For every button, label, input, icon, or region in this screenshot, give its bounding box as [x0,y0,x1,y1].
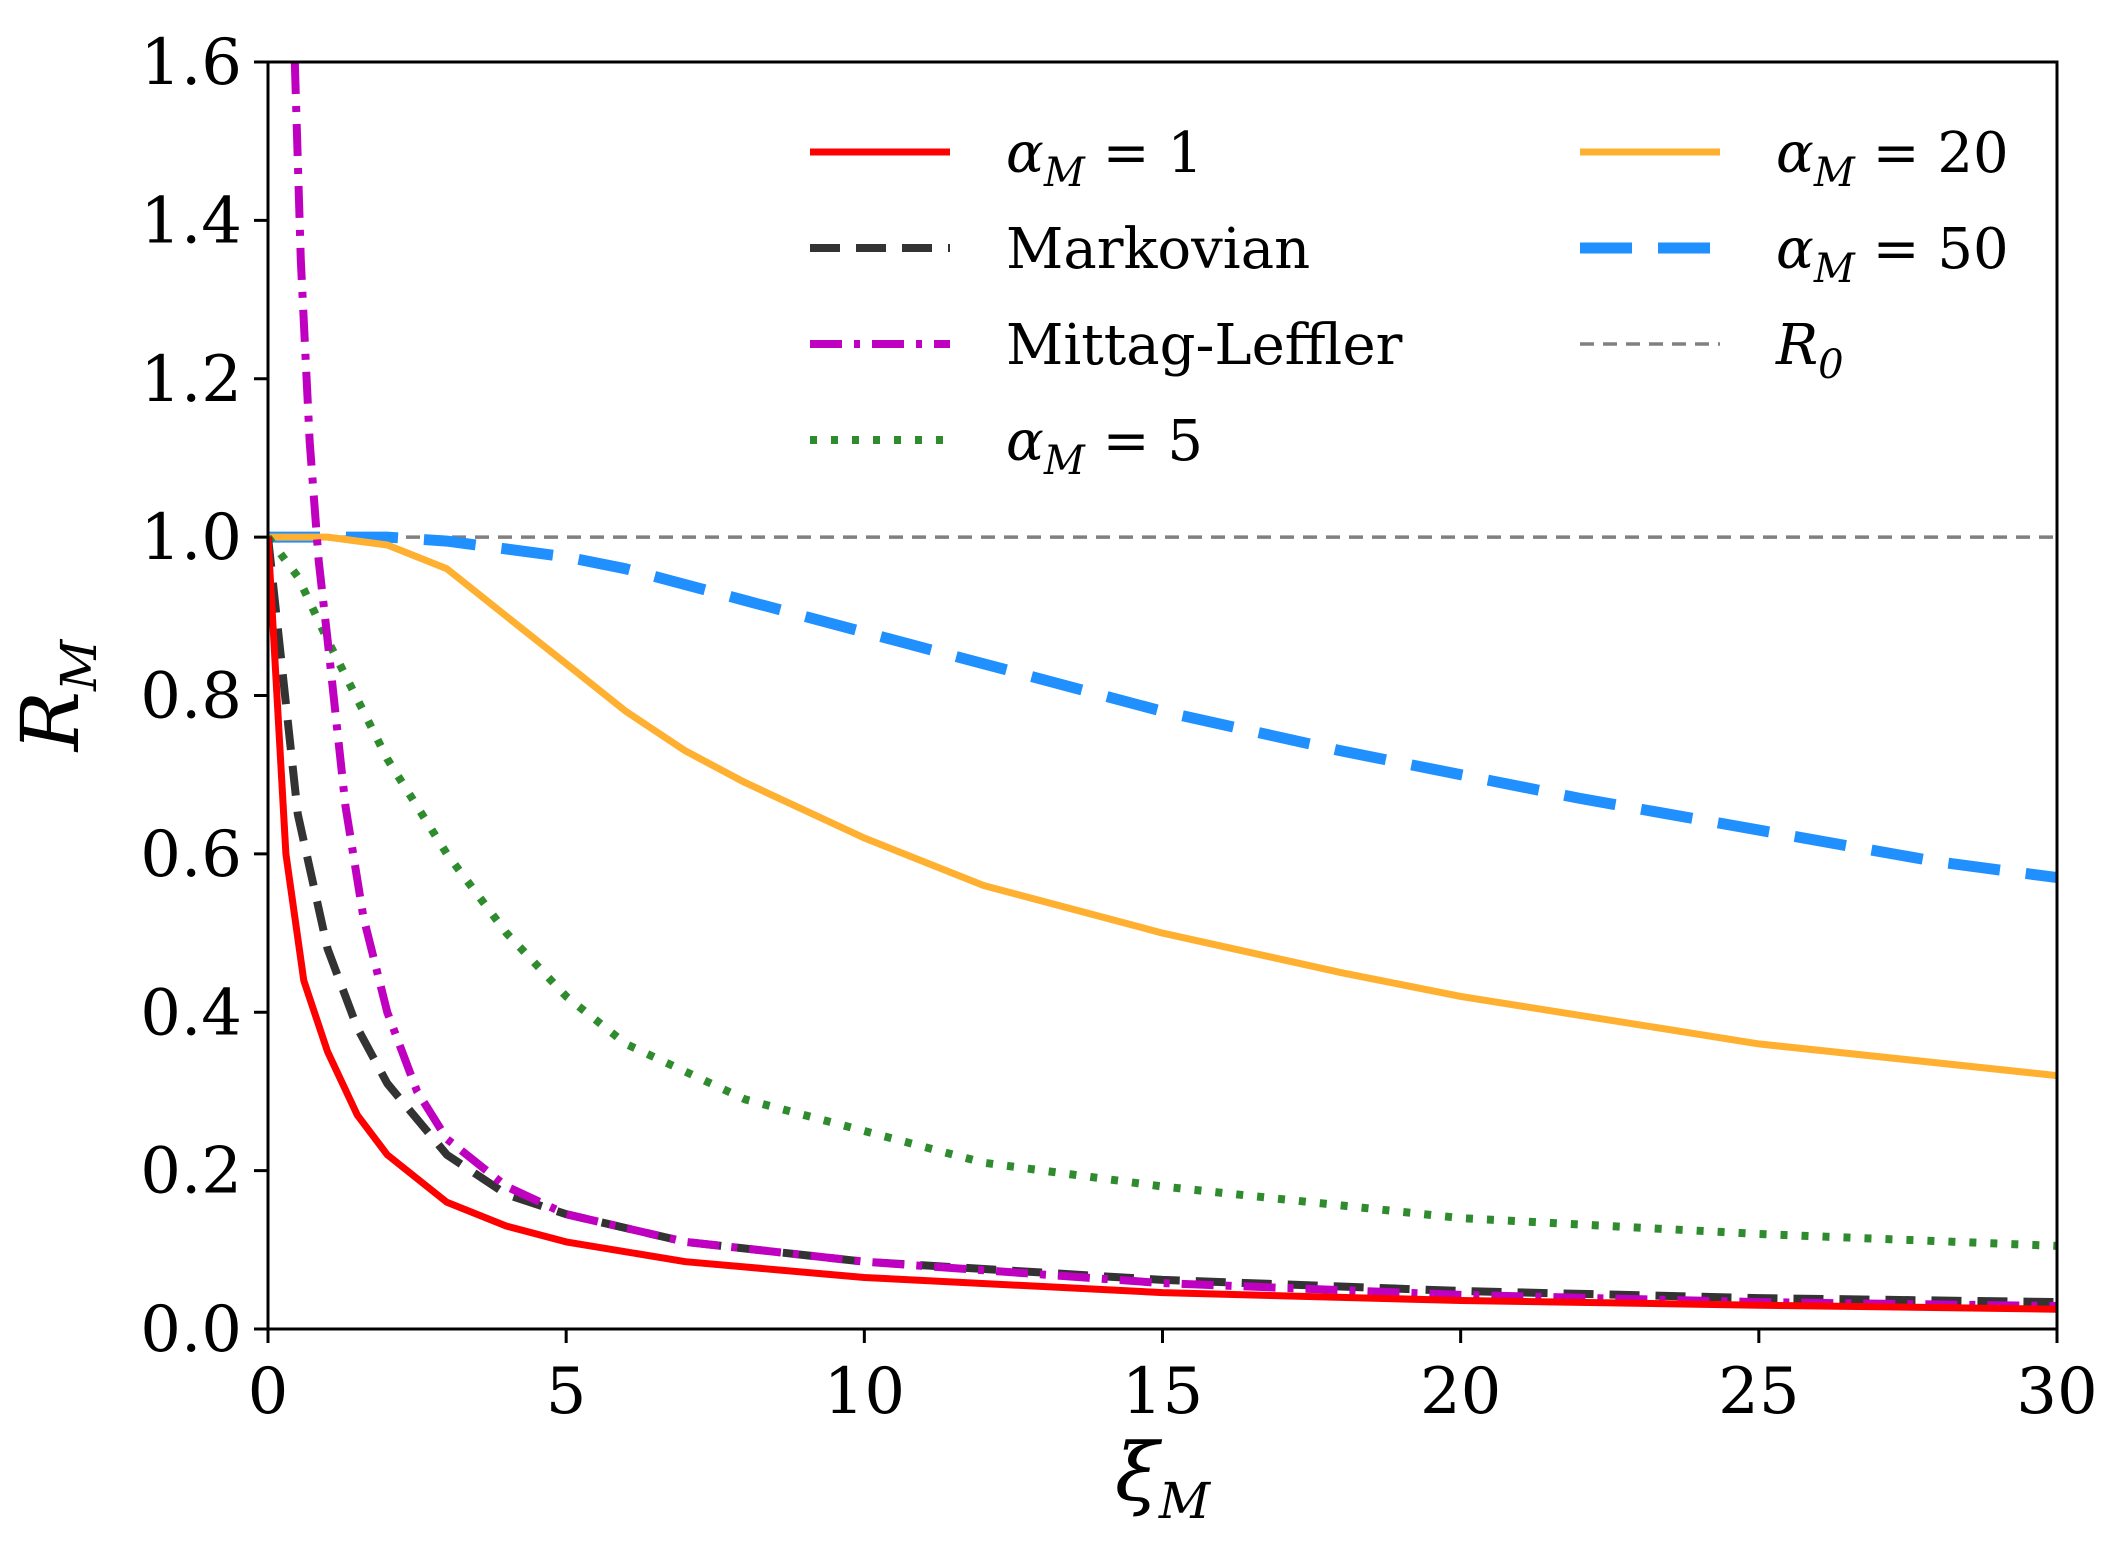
series-line-alpha20 [268,533,2057,1080]
series-line-alpha50 [268,531,2057,884]
y-tick-label: 0.0 [140,1293,242,1367]
series-layer [268,62,2057,1313]
ticks-layer: 0 5 10 15 20 25 30 0.0 0.2 0.4 0.6 0.8 1.0 1.2 1.4 1.6 [140,26,2098,1429]
x-tick-label: 25 [1718,1355,1799,1429]
y-tick-label: 1.4 [140,184,242,258]
legend-label-markovian: Markovian [1006,217,1310,282]
x-tick-label: 5 [546,1355,587,1429]
x-tick-label: 0 [248,1355,289,1429]
y-tick-label: 1.0 [140,501,242,575]
x-tick-label: 15 [1122,1355,1203,1429]
x-tick-label: 20 [1420,1355,1501,1429]
y-axis-label: RM [4,638,108,753]
y-tick-label: 0.6 [140,818,242,892]
legend: αM = 1 Markovian Mittag-Leffler αM = 5 αM = … [810,121,2009,484]
y-tick-label: 0.2 [140,1135,242,1209]
x-axis-label: ξM [1115,1426,1212,1530]
x-tick-label: 10 [824,1355,905,1429]
legend-label-r0: R0 [1775,313,1844,388]
y-tick-label: 1.6 [140,26,242,100]
y-tick-label: 0.4 [140,976,242,1050]
y-tick-label: 1.2 [140,343,242,417]
legend-label-mittag: Mittag-Leffler [1006,313,1403,378]
x-tick-label: 30 [2016,1355,2097,1429]
series-line-alpha1 [268,536,2057,1313]
legend-label-alpha20: αM = 20 [1776,121,2009,196]
y-tick-label: 0.8 [140,660,242,734]
legend-label-alpha50: αM = 50 [1776,217,2009,292]
legend-label-alpha1: αM = 1 [1006,121,1203,196]
series-line-mittag [290,62,2057,1310]
legend-label-alpha5: αM = 5 [1006,409,1203,484]
